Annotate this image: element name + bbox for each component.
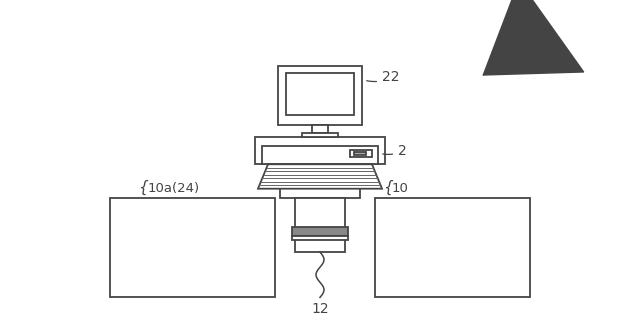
Text: 12: 12 <box>311 302 329 316</box>
Bar <box>286 73 354 116</box>
Text: {: { <box>138 180 148 195</box>
Bar <box>255 137 385 164</box>
Bar <box>375 198 530 297</box>
Bar <box>292 227 348 236</box>
Text: 1a: 1a <box>500 61 519 76</box>
Bar <box>312 125 328 132</box>
Text: 22: 22 <box>367 70 399 84</box>
Polygon shape <box>258 164 382 189</box>
Text: 10: 10 <box>392 182 409 195</box>
Bar <box>302 132 338 137</box>
Bar <box>278 67 362 125</box>
Bar <box>350 150 372 157</box>
Bar <box>110 198 275 297</box>
Bar <box>295 198 345 252</box>
Text: 10a(24): 10a(24) <box>148 182 200 195</box>
Bar <box>280 139 360 198</box>
Bar <box>292 236 348 240</box>
Text: 2: 2 <box>383 144 407 158</box>
Text: {: { <box>383 180 393 195</box>
Bar <box>262 146 378 164</box>
Bar <box>354 152 366 155</box>
